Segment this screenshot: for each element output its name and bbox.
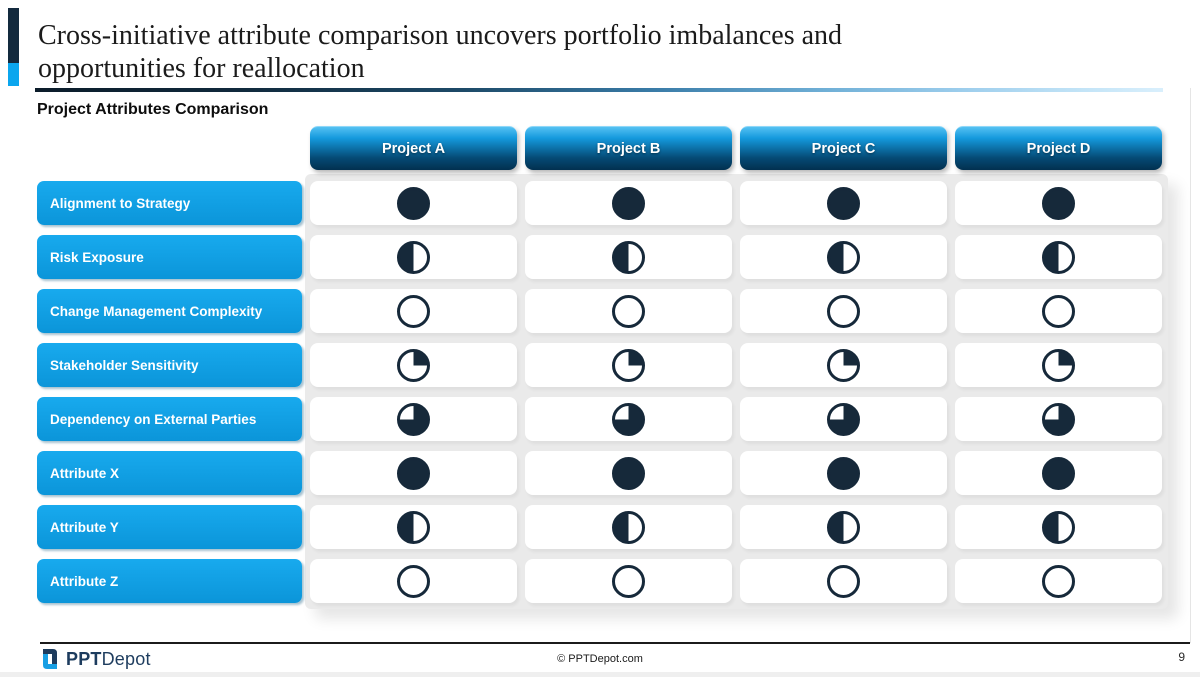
matrix-cell [955,235,1162,279]
harvey-ball-25 [1042,348,1075,382]
harvey-ball-0 [827,564,860,598]
matrix-cell [955,289,1162,333]
matrix-cell [740,505,947,549]
harvey-ball-75 [827,402,860,436]
harvey-ball-100 [397,186,430,220]
column-header-project-a: Project A [310,126,517,170]
harvey-ball-25 [612,348,645,382]
harvey-ball-25 [397,348,430,382]
row-label-attribute-y: Attribute Y [37,505,302,549]
matrix-cell [525,181,732,225]
page-number: 9 [1178,650,1185,664]
accent-bar-dark [8,8,19,63]
slide-title-line-1: Cross-initiative attribute comparison un… [38,20,843,51]
row-label-risk-exposure: Risk Exposure [37,235,302,279]
row-label-alignment-to-strategy: Alignment to Strategy [37,181,302,225]
matrix-cell [740,343,947,387]
row-label-stakeholder-sensitivity: Stakeholder Sensitivity [37,343,302,387]
row-label-change-management-complexity: Change Management Complexity [37,289,302,333]
matrix-cell [310,451,517,495]
harvey-ball-0 [397,294,430,328]
harvey-ball-75 [397,402,430,436]
harvey-ball-0 [612,294,645,328]
harvey-ball-100 [612,186,645,220]
harvey-ball-50 [397,510,430,544]
matrix-cell [525,235,732,279]
harvey-ball-0 [827,294,860,328]
slide-title: Cross-initiative attribute comparison un… [38,19,842,85]
harvey-ball-50 [612,240,645,274]
bottom-edge-strip [0,672,1200,677]
harvey-ball-75 [612,402,645,436]
matrix-cell [740,559,947,603]
matrix-cell [955,181,1162,225]
matrix-cell [310,181,517,225]
matrix-cell [955,451,1162,495]
row-label-attribute-x: Attribute X [37,451,302,495]
matrix-cell [310,289,517,333]
harvey-ball-50 [1042,510,1075,544]
harvey-ball-100 [612,456,645,490]
harvey-ball-100 [827,186,860,220]
harvey-ball-100 [827,456,860,490]
harvey-ball-0 [1042,294,1075,328]
brand-text-bold: PPT [66,648,102,669]
matrix-cell [740,289,947,333]
matrix-cell [525,289,732,333]
harvey-ball-0 [1042,564,1075,598]
copyright-text: © PPTDepot.com [557,653,643,665]
harvey-ball-25 [827,348,860,382]
title-underline-gradient [35,88,1163,92]
row-label-attribute-z: Attribute Z [37,559,302,603]
matrix-cell [310,559,517,603]
accent-bar-cyan [8,63,19,86]
matrix-cell [525,559,732,603]
slide-edge-line [1190,88,1191,643]
brand-logo-text: PPTDepot [66,649,151,670]
column-header-project-b: Project B [525,126,732,170]
matrix-cell [525,397,732,441]
matrix-cell [310,235,517,279]
slide-title-line-2: opportunities for reallocation [38,53,365,84]
matrix-cell [955,397,1162,441]
harvey-ball-75 [1042,402,1075,436]
harvey-ball-50 [1042,240,1075,274]
harvey-ball-50 [827,510,860,544]
pptdepot-logo-icon [43,649,57,669]
matrix-cell [310,343,517,387]
column-header-project-d: Project D [955,126,1162,170]
matrix-cell [740,235,947,279]
column-header-project-c: Project C [740,126,947,170]
section-heading: Project Attributes Comparison [37,101,269,118]
matrix-cell [955,343,1162,387]
harvey-ball-100 [397,456,430,490]
brand-text-regular: Depot [101,648,151,669]
matrix-cell [955,559,1162,603]
matrix-cell [310,505,517,549]
matrix-cell [740,181,947,225]
harvey-ball-0 [612,564,645,598]
matrix-cell [740,451,947,495]
matrix-cell [310,397,517,441]
harvey-ball-100 [1042,186,1075,220]
matrix-cell [525,505,732,549]
matrix-cell [955,505,1162,549]
row-label-dependency-on-external-parties: Dependency on External Parties [37,397,302,441]
harvey-ball-50 [397,240,430,274]
harvey-ball-50 [612,510,645,544]
harvey-ball-0 [397,564,430,598]
matrix-cell [525,451,732,495]
brand-logo: PPTDepot [40,647,151,671]
harvey-ball-100 [1042,456,1075,490]
footer-divider-line [40,642,1190,644]
harvey-ball-50 [827,240,860,274]
matrix-cell [525,343,732,387]
matrix-cell [740,397,947,441]
